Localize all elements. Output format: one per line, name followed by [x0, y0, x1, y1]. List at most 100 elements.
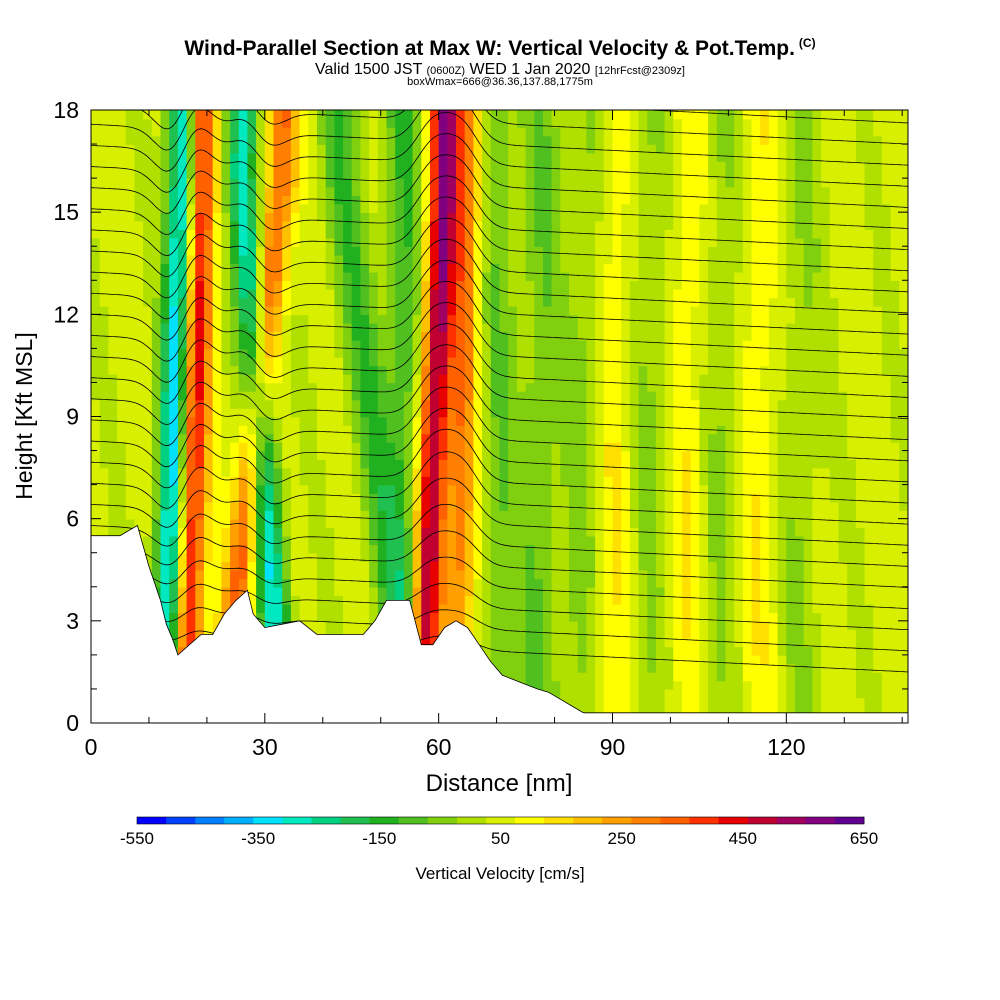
velocity-cell [177, 348, 188, 358]
velocity-cell [612, 391, 622, 401]
velocity-cell [655, 527, 666, 537]
velocity-cell [560, 297, 570, 307]
velocity-cell [264, 603, 275, 614]
velocity-cell [473, 408, 483, 418]
velocity-cell [273, 561, 283, 571]
velocity-cell [499, 544, 509, 554]
velocity-cell [473, 365, 483, 375]
velocity-cell [569, 569, 579, 580]
velocity-cell [621, 637, 631, 648]
velocity-cell [143, 135, 153, 145]
velocity-cell [108, 510, 118, 520]
velocity-cell [282, 544, 292, 554]
velocity-cell [143, 501, 153, 511]
velocity-cell [569, 237, 579, 247]
velocity-cell [256, 144, 266, 154]
velocity-cell [655, 373, 666, 384]
velocity-cell [195, 161, 205, 171]
velocity-cell [169, 416, 179, 426]
velocity-cell [464, 365, 475, 375]
velocity-cell [525, 229, 536, 239]
velocity-cell [230, 569, 240, 580]
velocity-cell [177, 501, 188, 511]
velocity-cell [238, 527, 249, 537]
velocity-cell [516, 169, 527, 179]
velocity-cell [290, 348, 301, 358]
velocity-cell [99, 433, 110, 443]
velocity-cell [343, 459, 353, 469]
velocity-cell [586, 339, 596, 350]
velocity-cell [508, 654, 518, 665]
velocity-cell [204, 535, 214, 545]
velocity-cell [412, 552, 423, 562]
velocity-cell [560, 118, 570, 128]
velocity-cell [534, 178, 544, 188]
velocity-cell [464, 314, 475, 324]
velocity-cell [412, 382, 423, 392]
velocity-cell [143, 297, 153, 307]
velocity-cell [177, 425, 188, 435]
velocity-cell [525, 118, 536, 128]
velocity-cell [117, 288, 127, 299]
velocity-cell [125, 110, 136, 120]
velocity-cell [612, 305, 622, 316]
velocity-cell [421, 237, 431, 247]
velocity-cell [212, 467, 223, 477]
velocity-cell [282, 595, 292, 605]
velocity-cell [273, 399, 283, 409]
velocity-cell [655, 569, 666, 580]
velocity-cell [395, 271, 405, 282]
velocity-cell [290, 356, 301, 367]
velocity-cell [569, 476, 579, 486]
velocity-cell [647, 544, 657, 554]
velocity-cell [247, 127, 257, 137]
velocity-cell [299, 203, 310, 213]
velocity-cell [238, 127, 249, 137]
velocity-cell [595, 535, 605, 545]
velocity-cell [655, 212, 666, 222]
velocity-cell [569, 288, 579, 299]
velocity-cell [282, 373, 292, 384]
velocity-cell [664, 382, 675, 392]
velocity-cell [204, 595, 214, 605]
velocity-cell [186, 416, 197, 426]
velocity-cell [169, 348, 179, 358]
velocity-cell [317, 382, 327, 392]
velocity-cell [117, 280, 127, 290]
velocity-cell [143, 339, 153, 350]
velocity-cell [169, 280, 179, 290]
velocity-cell [230, 195, 240, 205]
velocity-cell [543, 620, 553, 631]
velocity-cell [343, 620, 353, 631]
velocity-cell [464, 220, 475, 230]
velocity-cell [595, 450, 605, 460]
velocity-cell [351, 288, 362, 299]
velocity-cell [273, 220, 283, 230]
velocity-cell [256, 135, 266, 145]
velocity-cell [238, 169, 249, 179]
velocity-cell [673, 399, 683, 409]
velocity-cell [186, 544, 197, 554]
velocity-cell [403, 246, 414, 256]
velocity-cell [464, 484, 475, 494]
velocity-cell [430, 459, 440, 469]
velocity-cell [412, 391, 423, 401]
velocity-cell [334, 391, 344, 401]
velocity-cell [560, 331, 570, 341]
velocity-cell [595, 186, 605, 196]
velocity-cell [577, 620, 588, 631]
velocity-cell [299, 127, 310, 137]
velocity-cell [221, 212, 231, 222]
velocity-cell [403, 237, 414, 247]
velocity-cell [230, 110, 240, 120]
velocity-cell [247, 280, 257, 290]
velocity-cell [169, 110, 179, 120]
velocity-cell [456, 339, 466, 350]
velocity-cell [134, 314, 144, 324]
velocity-cell [317, 263, 327, 273]
velocity-cell [125, 161, 136, 171]
velocity-cell [534, 271, 544, 282]
velocity-cell [403, 118, 414, 128]
velocity-cell [134, 288, 144, 299]
velocity-cell [508, 144, 518, 154]
